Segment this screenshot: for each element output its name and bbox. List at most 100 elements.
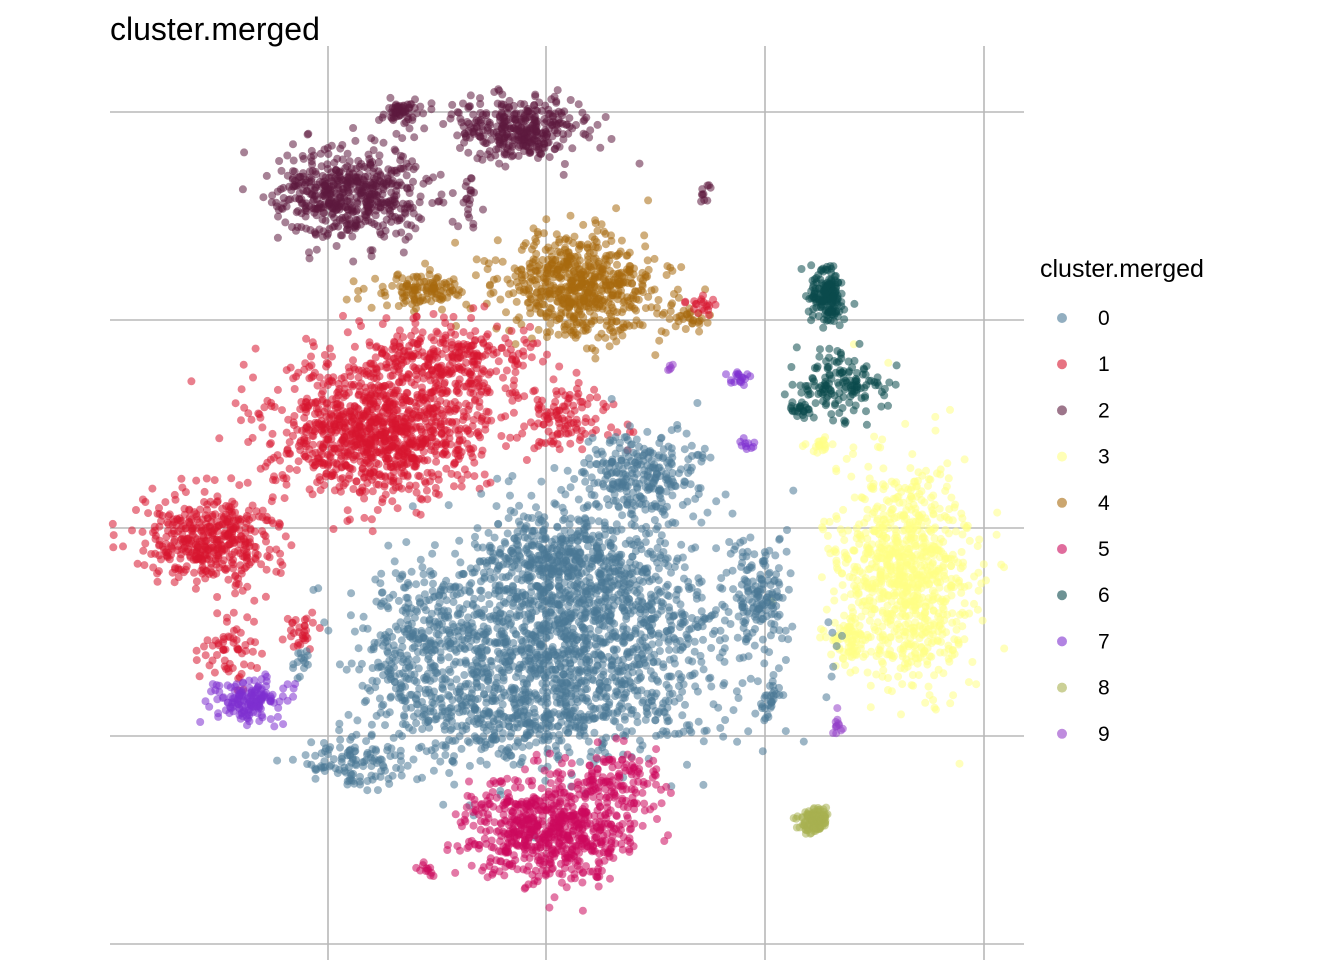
data-point-cluster-4 [593, 226, 602, 235]
data-point-cluster-3 [798, 442, 807, 451]
data-point-cluster-4 [353, 294, 362, 303]
data-point-cluster-3 [885, 552, 894, 561]
data-point-cluster-3 [878, 521, 887, 530]
data-point-cluster-4 [533, 228, 542, 236]
data-point-cluster-1 [311, 448, 320, 457]
data-point-cluster-4 [496, 295, 505, 304]
data-point-cluster-2 [706, 183, 715, 192]
data-point-cluster-2 [417, 215, 426, 224]
data-point-cluster-1 [391, 456, 400, 465]
data-point-cluster-1 [366, 461, 375, 470]
data-point-cluster-3 [907, 597, 916, 606]
data-point-cluster-4 [673, 285, 682, 294]
data-point-cluster-1 [367, 515, 376, 524]
data-point-cluster-1 [318, 442, 327, 451]
data-point-cluster-2 [530, 136, 539, 144]
data-point-cluster-3 [913, 659, 922, 668]
data-point-cluster-1 [200, 498, 209, 506]
data-point-cluster-3 [947, 582, 956, 590]
data-point-cluster-2 [532, 142, 541, 151]
data-point-cluster-3 [921, 698, 930, 707]
data-point-cluster-4 [637, 286, 646, 295]
data-point-cluster-1 [475, 402, 484, 411]
data-point-cluster-3 [864, 462, 873, 471]
data-point-cluster-1 [234, 514, 243, 523]
data-point-cluster-1 [407, 352, 416, 361]
data-point-cluster-8 [792, 814, 801, 823]
data-point-cluster-3 [931, 412, 940, 421]
data-point-cluster-1 [261, 462, 270, 471]
data-point-cluster-3 [924, 481, 932, 490]
data-point-cluster-3 [912, 610, 920, 618]
data-point-cluster-2 [289, 156, 298, 165]
data-point-cluster-2 [305, 254, 314, 263]
data-point-cluster-1 [289, 431, 297, 440]
data-point-cluster-2 [560, 160, 569, 168]
data-point-cluster-1 [213, 593, 222, 601]
data-point-cluster-3 [947, 562, 955, 571]
data-point-cluster-2 [382, 180, 391, 188]
data-point-cluster-1 [389, 486, 398, 495]
data-point-cluster-1 [380, 345, 389, 354]
data-point-cluster-1 [258, 423, 267, 432]
data-point-cluster-1 [286, 363, 295, 372]
data-point-cluster-6 [792, 343, 801, 352]
data-point-cluster-2 [439, 198, 448, 207]
data-point-cluster-3 [910, 631, 919, 639]
data-point-cluster-4 [651, 351, 660, 360]
data-point-cluster-1 [423, 468, 432, 477]
data-point-cluster-2 [400, 108, 409, 116]
data-point-cluster-3 [884, 674, 892, 682]
data-point-cluster-1 [480, 302, 489, 311]
data-point-cluster-3 [815, 437, 824, 446]
data-point-cluster-2 [379, 138, 388, 147]
data-point-cluster-1 [374, 460, 383, 469]
data-point-cluster-1 [431, 442, 440, 451]
data-point-cluster-3 [964, 581, 973, 590]
data-point-cluster-3 [884, 639, 893, 647]
data-point-cluster-3 [975, 535, 984, 544]
data-point-cluster-6 [830, 302, 839, 310]
data-point-cluster-3 [855, 520, 864, 529]
data-point-cluster-1 [245, 534, 254, 543]
data-point-cluster-2 [494, 144, 503, 153]
data-point-cluster-8 [798, 820, 807, 829]
data-point-cluster-3 [894, 549, 902, 558]
data-point-cluster-1 [308, 490, 317, 499]
data-point-cluster-1 [162, 539, 171, 548]
data-point-cluster-1 [290, 385, 299, 393]
data-point-cluster-2 [531, 92, 540, 101]
data-point-cluster-1 [241, 523, 250, 532]
data-point-cluster-1 [303, 403, 312, 412]
data-point-cluster-3 [872, 670, 881, 679]
data-point-cluster-2 [299, 172, 308, 181]
data-point-cluster-1 [353, 435, 361, 444]
data-point-cluster-3 [920, 498, 929, 507]
data-point-cluster-3 [870, 605, 879, 614]
data-point-cluster-3 [942, 513, 951, 522]
data-point-cluster-2 [392, 191, 401, 200]
data-point-cluster-3 [887, 505, 896, 514]
data-point-cluster-2 [698, 190, 707, 199]
data-point-cluster-1 [391, 435, 400, 443]
data-point-cluster-3 [958, 514, 967, 523]
data-point-cluster-1 [161, 498, 170, 507]
data-point-cluster-3 [957, 588, 966, 597]
data-point-cluster-1 [445, 434, 454, 443]
data-point-cluster-3 [908, 450, 917, 459]
data-point-cluster-2 [495, 135, 504, 144]
data-point-cluster-3 [904, 548, 913, 557]
data-point-cluster-1 [273, 451, 282, 460]
data-point-cluster-1 [157, 555, 165, 564]
data-point-cluster-2 [348, 232, 357, 241]
data-point-cluster-1 [153, 577, 162, 586]
data-point-cluster-4 [504, 290, 513, 299]
data-point-cluster-2 [396, 204, 405, 213]
data-point-cluster-4 [570, 252, 579, 261]
data-point-cluster-4 [512, 297, 521, 306]
data-point-cluster-4 [582, 344, 591, 353]
data-point-cluster-3 [935, 583, 944, 592]
data-point-cluster-4 [378, 282, 387, 291]
data-point-cluster-6 [862, 407, 870, 416]
data-point-cluster-1 [319, 380, 328, 389]
